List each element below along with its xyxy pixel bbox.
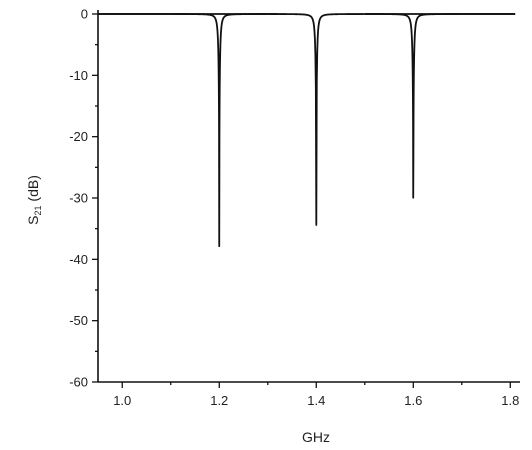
y-axis-label: S21 (dB): [25, 175, 43, 225]
y-tick-label: -20: [69, 129, 88, 144]
x-tick-label: 1.6: [404, 393, 422, 408]
y-axis: 0 -10 -20 -30 -40 -50 -60: [69, 7, 99, 390]
x-axis-label: GHz: [302, 429, 330, 445]
resonance-curve-3: [364, 13, 516, 199]
y-tick-label: -10: [69, 68, 88, 83]
x-tick-label: 1.8: [501, 393, 519, 408]
x-axis: 1.0 1.2 1.4 1.6 1.8: [98, 381, 520, 408]
y-tick-label: -40: [69, 252, 88, 267]
resonance-curve-1: [97, 13, 279, 248]
resonance-curve-2: [97, 13, 516, 226]
plot-area: [97, 13, 516, 248]
x-tick-label: 1.0: [113, 393, 131, 408]
y-axis-label-main: S: [25, 216, 41, 225]
y-tick-label: -60: [69, 375, 88, 390]
y-axis-label-unit: (dB): [25, 175, 41, 205]
y-axis-label-sub: 21: [33, 205, 43, 215]
x-tick-label: 1.4: [307, 393, 325, 408]
x-tick-label: 1.2: [210, 393, 228, 408]
y-tick-label: -50: [69, 313, 88, 328]
y-tick-label: 0: [81, 7, 88, 22]
y-tick-label: -30: [69, 191, 88, 206]
